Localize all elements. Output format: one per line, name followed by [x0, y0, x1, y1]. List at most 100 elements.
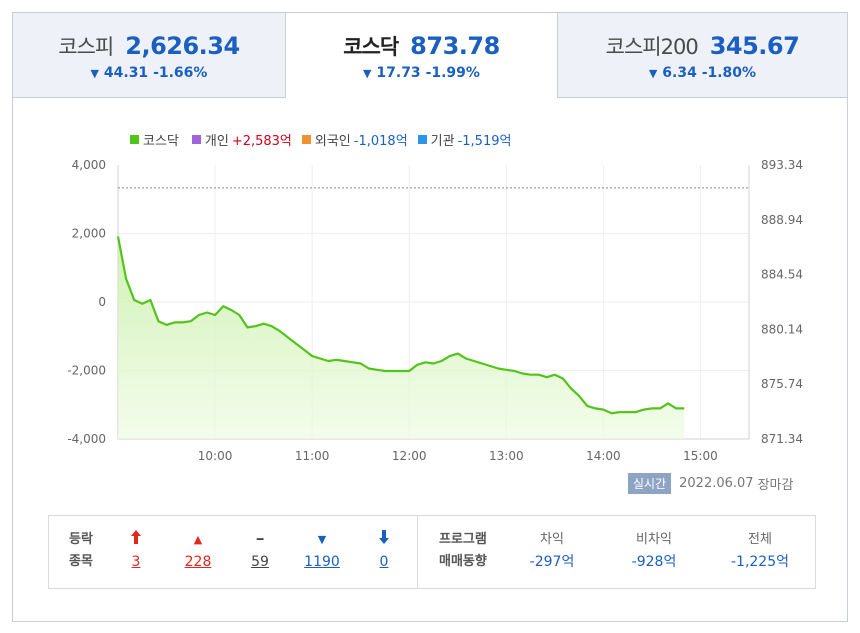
- program-value: -1,225억: [730, 554, 789, 570]
- count-value[interactable]: 1190: [304, 554, 340, 570]
- legend-label: 코스닥: [143, 134, 179, 149]
- count-flat: ━ 59: [235, 529, 285, 573]
- tab-kosdaq[interactable]: 코스닥 873.78 ▼ 17.73 -1.99%: [285, 12, 558, 98]
- frame-border: [847, 97, 848, 622]
- program-label: 프로그램 매매동향: [439, 529, 487, 573]
- legend-label: 개인: [204, 134, 229, 149]
- count-value[interactable]: 228: [184, 554, 212, 570]
- status-date: 2022.06.07: [679, 476, 754, 491]
- program-label-line: 프로그램: [439, 532, 487, 547]
- series-area: [118, 236, 685, 439]
- summary-label-line: 종목: [69, 554, 93, 569]
- program-value: -928억: [631, 554, 677, 570]
- right-tick-label: 893.34: [761, 158, 803, 172]
- x-tick-label: 10:00: [198, 449, 233, 463]
- count-lower-limit: 0: [359, 529, 409, 573]
- right-tick-label: 875.74: [761, 377, 803, 391]
- chart-axis-labels: 4,000 2,000 0 -2,000 -4,000 893.34 888.94 884.5…: [67, 158, 803, 463]
- program-label-line: 매매동향: [439, 554, 487, 569]
- down-triangle-icon: ▼: [363, 67, 372, 80]
- right-tick-label: 884.54: [761, 268, 803, 282]
- down-triangle-icon: ▼: [648, 67, 658, 80]
- legend-item-institution: 기관 -1,519억: [417, 130, 512, 149]
- change-pct: -1.66%: [153, 65, 208, 81]
- program-non-arbitrage: 비차익 -928억: [609, 529, 699, 573]
- change-pct: -1.80%: [701, 65, 757, 81]
- realtime-badge[interactable]: 실시간: [628, 473, 672, 494]
- x-tick-label: 15:00: [683, 449, 718, 463]
- count-rising: ▲ 228: [173, 529, 223, 573]
- legend-value: +2,583억: [231, 134, 292, 149]
- count-upper-limit: 3: [111, 529, 161, 573]
- x-tick-label: 12:00: [392, 449, 427, 463]
- legend-item-individual: 개인 +2,583억: [191, 130, 292, 149]
- tab-change: ▼ 44.31 -1.66%: [13, 65, 285, 81]
- frame-border: [12, 621, 848, 622]
- legend-value: -1,519억: [457, 134, 512, 149]
- count-value[interactable]: 0: [379, 554, 389, 570]
- legend-value: -1,018억: [353, 134, 408, 149]
- tab-change: ▼ 17.73 -1.99%: [286, 65, 557, 81]
- tab-change: ▼ 6.34 -1.80%: [558, 65, 847, 81]
- arrow-up-limit-icon: [111, 529, 161, 551]
- status-bar: 실시간 2022.06.07 장마감: [628, 473, 793, 494]
- index-tabs: 코스피 2,626.34 ▼ 44.31 -1.66% 코스닥 873.78 ▼…: [12, 12, 848, 98]
- legend-swatch: [301, 135, 311, 144]
- legend-item-foreign: 외국인 -1,018억: [301, 130, 408, 149]
- legend-label: 외국인: [314, 134, 351, 149]
- legend-swatch: [191, 135, 201, 144]
- program-header: 비차익: [636, 532, 672, 547]
- tab-kospi200[interactable]: 코스피200 345.67 ▼ 6.34 -1.80%: [557, 12, 848, 98]
- frame-border: [12, 97, 13, 622]
- left-tick-label: 0: [98, 295, 106, 309]
- x-tick-label: 14:00: [586, 449, 621, 463]
- tab-value: 873.78: [410, 32, 500, 60]
- x-tick-label: 13:00: [489, 449, 524, 463]
- count-value[interactable]: 3: [131, 554, 141, 570]
- summary-divider: [417, 516, 418, 588]
- program-header: 전체: [748, 532, 772, 547]
- chart-lines: [116, 236, 685, 415]
- change-value: 6.34: [662, 65, 697, 81]
- legend-item-kosdaq: 코스닥: [130, 130, 182, 149]
- x-tick-label: 11:00: [295, 449, 330, 463]
- chart-legend: 코스닥 개인 +2,583억 외국인 -1,018억 기관 -1,519억: [130, 130, 511, 149]
- legend-swatch: [130, 135, 139, 144]
- triangle-down-icon: ▼: [317, 533, 327, 546]
- tab-kospi[interactable]: 코스피 2,626.34 ▼ 44.31 -1.66%: [12, 12, 286, 98]
- tab-name: 코스닥: [343, 35, 399, 59]
- left-tick-label: 2,000: [72, 227, 106, 241]
- change-value: 17.73: [376, 65, 421, 81]
- left-tick-label: -4,000: [67, 432, 106, 446]
- summary-label: 등락 종목: [69, 529, 93, 573]
- tab-name: 코스피200: [605, 35, 699, 59]
- tab-value: 345.67: [709, 32, 800, 60]
- change-pct: -1.99%: [425, 65, 480, 81]
- series-line-kosdaq: [116, 236, 685, 415]
- summary-label-line: 등락: [69, 532, 93, 547]
- right-tick-label: 888.94: [761, 213, 803, 227]
- legend-swatch: [417, 135, 427, 144]
- count-value[interactable]: 59: [251, 554, 269, 570]
- status-state: 장마감: [757, 478, 794, 493]
- left-tick-label: 4,000: [72, 158, 106, 172]
- program-value: -297억: [529, 554, 575, 570]
- down-triangle-icon: ▼: [90, 67, 100, 80]
- right-tick-label: 880.14: [761, 322, 803, 336]
- flat-dash-icon: ━: [256, 533, 264, 546]
- right-tick-label: 871.34: [761, 432, 803, 446]
- program-arbitrage: 차익 -297억: [507, 529, 597, 573]
- tab-name: 코스피: [58, 35, 114, 59]
- change-value: 44.31: [103, 65, 149, 81]
- triangle-up-icon: ▲: [193, 533, 203, 546]
- tab-value: 2,626.34: [125, 32, 240, 60]
- left-tick-label: -2,000: [67, 364, 106, 378]
- market-summary: 등락 종목 3 ▲ 228 ━ 59 ▼ 1190 0 프로그램 매매동향 차익…: [48, 515, 816, 589]
- legend-label: 기관: [430, 134, 455, 149]
- program-total: 전체 -1,225억: [715, 529, 805, 573]
- arrow-down-limit-icon: [359, 529, 409, 551]
- count-falling: ▼ 1190: [297, 529, 347, 573]
- program-header: 차익: [540, 532, 564, 547]
- chart-area: [118, 236, 685, 439]
